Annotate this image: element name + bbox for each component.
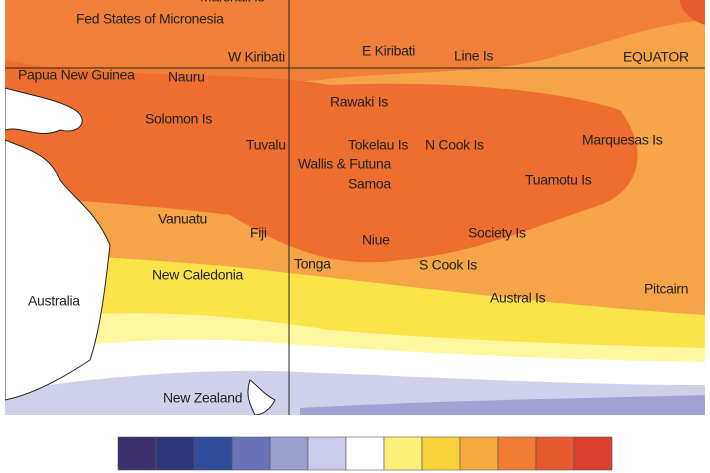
colorbar-swatch [573,436,613,471]
colorbar-swatch [421,436,461,471]
colorbar-swatch [193,436,233,471]
warm-band [5,0,705,92]
place-label: Tokelau Is [348,137,408,153]
place-label: Papua New Guinea [18,67,135,83]
colorbar-swatch [269,436,309,471]
map-field [5,0,705,415]
colorbar-swatch [345,436,385,471]
place-label: New Zealand [163,390,242,406]
colorbar-swatch [497,436,537,471]
violet-band [300,395,705,415]
colorbar-swatch [231,436,271,471]
place-label: EQUATOR [623,49,689,65]
place-label: Line Is [454,48,493,64]
colorbar-swatch [307,436,347,471]
place-label: New Caledonia [152,267,244,283]
colorbar-swatch [383,436,423,471]
place-label: S Cook Is [419,257,477,273]
colorbar-swatch [117,436,157,471]
place-label: Tonga [294,256,331,272]
place-label: Society Is [468,225,526,241]
hot-spot [680,0,705,25]
place-label: Wallis & Futuna [298,156,392,172]
colorbar-swatch [155,436,195,471]
place-label: E Kiribati [362,43,415,59]
place-label: Niue [362,232,390,248]
place-label: Fiji [250,225,267,241]
place-label: Solomon Is [145,111,212,127]
labels: Marshall Is Fed States of Micronesia W Kir… [18,0,689,406]
place-label: Austral Is [490,290,546,306]
place-label: Pitcairn [644,281,688,297]
place-label: Samoa [348,176,391,192]
place-label: W Kiribati [228,49,285,65]
place-label: Marshall Is [200,0,265,5]
place-label: Rawaki Is [330,94,388,110]
place-label: Marquesas Is [582,132,663,148]
australia-land [5,139,111,401]
colorbar-swatch [535,436,575,471]
place-label: Australia [28,293,80,309]
warm-core [5,60,638,263]
place-label: Nauru [168,69,205,85]
place-label: N Cook Is [425,137,484,153]
nz-land [247,379,276,415]
colorbar-swatch [459,436,499,471]
place-label: Tuvalu [246,137,286,153]
place-label: Tuamotu Is [525,172,592,188]
place-label: Fed States of Micronesia [76,11,224,27]
png-land [5,87,83,135]
colorbar [117,436,613,471]
place-label: Vanuatu [158,211,207,227]
